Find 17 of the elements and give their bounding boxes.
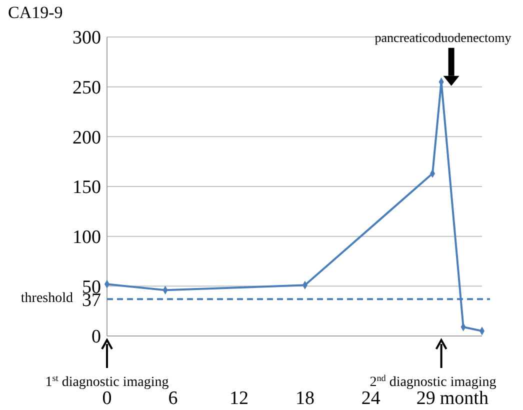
annotation: pancreaticoduodenectomy: [374, 30, 512, 45]
y-axis-title: CA19-9: [8, 3, 63, 22]
y-tick-label: 150: [72, 177, 101, 198]
y-tick-label: 250: [72, 77, 101, 98]
y-tick-label: 0: [92, 326, 101, 348]
x-axis-title: month: [440, 388, 489, 409]
text: 2$^{nd}$ diagnostic imaging: [370, 373, 496, 390]
ref-line-label: threshold: [20, 290, 73, 306]
y-tick-label: 200: [72, 127, 101, 148]
y-tick-label: 100: [72, 226, 101, 248]
text: 1$^{st}$ diagnostic imaging: [45, 373, 169, 390]
x-tick-label: 12: [229, 388, 248, 409]
x-tick-label: 18: [295, 388, 314, 409]
x-tick-label: 24: [361, 388, 381, 409]
x-tick-label: 6: [168, 388, 178, 409]
y-tick-label: 300: [72, 28, 101, 49]
x-tick-label: 29: [416, 388, 436, 409]
